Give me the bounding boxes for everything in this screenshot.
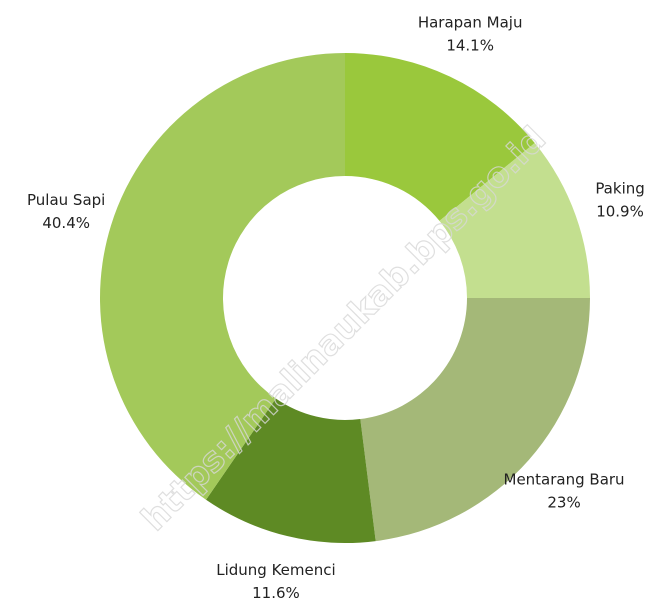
slice-label: Lidung Kemenci (216, 561, 335, 579)
slices (100, 52, 590, 543)
slice (206, 398, 376, 543)
slice (345, 53, 535, 221)
slice-label: Pulau Sapi (27, 191, 105, 209)
value-label: 11.6% (252, 584, 300, 598)
value-label: 40.4% (42, 214, 90, 232)
slice-label: Harapan Maju (418, 14, 523, 32)
value-label: 10.9% (596, 202, 644, 220)
slice (439, 143, 590, 298)
value-label: 23% (547, 494, 580, 512)
value-label: 14.1% (446, 37, 494, 55)
slice-label: Mentarang Baru (504, 471, 625, 489)
slice-label: Paking (595, 179, 644, 197)
slice (360, 298, 590, 542)
slice (100, 52, 345, 500)
